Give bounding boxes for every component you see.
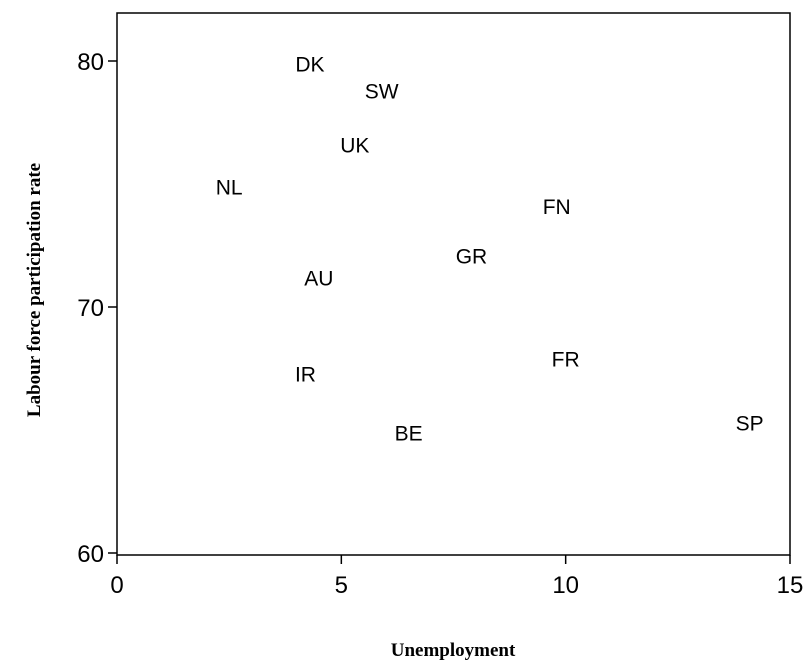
data-point-label: FN bbox=[543, 196, 571, 219]
data-point-label: SW bbox=[365, 81, 399, 104]
x-tick-label: 0 bbox=[110, 572, 123, 599]
x-tick-label: 5 bbox=[335, 572, 348, 599]
data-point-label: IR bbox=[295, 363, 316, 386]
y-tick-label: 60 bbox=[77, 541, 104, 568]
data-point-label: BE bbox=[395, 422, 423, 445]
plot-frame bbox=[116, 12, 791, 556]
data-point-label: DK bbox=[295, 53, 324, 76]
x-tick-label: 15 bbox=[777, 572, 804, 599]
y-axis-title: Labour force participation rate bbox=[24, 163, 45, 417]
data-points: DK SW UK NL FN GR AU FR IR BE SP bbox=[216, 53, 764, 445]
data-point-label: SP bbox=[736, 413, 764, 436]
y-tick-label: 70 bbox=[77, 295, 104, 322]
x-tick-label: 10 bbox=[552, 572, 579, 599]
x-axis: 0 5 10 15 bbox=[110, 555, 803, 599]
data-point-label: UK bbox=[340, 135, 369, 158]
data-point-label: AU bbox=[304, 267, 333, 290]
data-point-label: NL bbox=[216, 176, 243, 199]
x-axis-title: Unemployment bbox=[391, 640, 516, 661]
data-point-label: GR bbox=[456, 245, 488, 268]
y-axis: 60 70 80 bbox=[77, 49, 117, 568]
y-tick-label: 80 bbox=[77, 49, 104, 76]
data-point-label: FR bbox=[552, 349, 580, 372]
